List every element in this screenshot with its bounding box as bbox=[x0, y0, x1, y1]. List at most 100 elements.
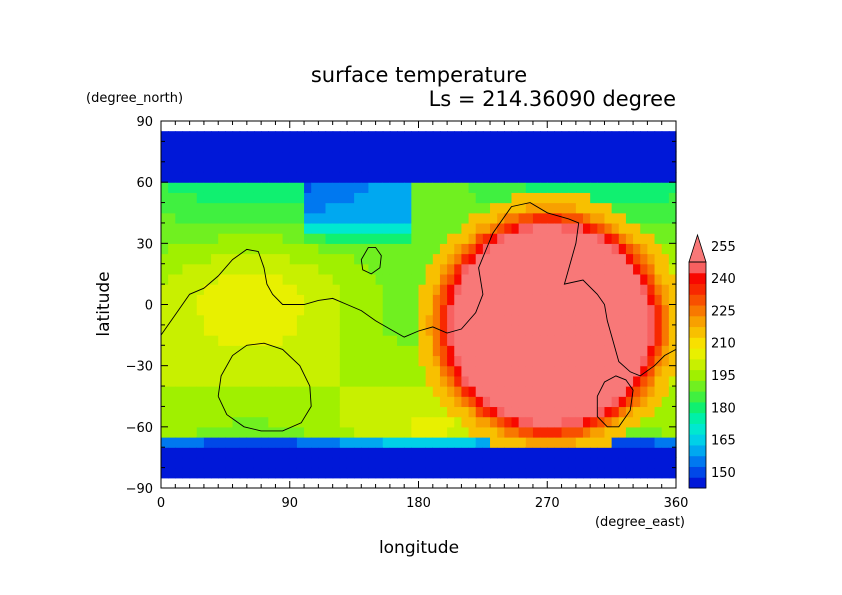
field-cell bbox=[404, 243, 412, 255]
field-cell bbox=[189, 304, 198, 316]
field-cell bbox=[318, 222, 327, 234]
field-cell bbox=[389, 141, 398, 153]
field-cell bbox=[625, 457, 634, 469]
field-cell bbox=[382, 212, 391, 224]
field-cell bbox=[504, 212, 513, 224]
field-cell bbox=[583, 406, 591, 418]
field-cell bbox=[275, 416, 284, 428]
field-cell bbox=[232, 192, 241, 204]
field-cell bbox=[618, 233, 627, 244]
field-cell bbox=[547, 263, 555, 275]
field-cell bbox=[211, 345, 219, 357]
field-cell bbox=[404, 365, 412, 377]
field-cell bbox=[447, 324, 455, 336]
field-cell bbox=[382, 416, 391, 428]
field-cell bbox=[218, 335, 226, 346]
field-cell bbox=[411, 182, 420, 193]
field-cell bbox=[268, 304, 277, 316]
field-cell bbox=[475, 243, 484, 255]
field-cell bbox=[368, 467, 377, 479]
field-cell bbox=[540, 182, 548, 193]
field-cell bbox=[361, 171, 370, 183]
field-cell bbox=[425, 386, 434, 397]
field-cell bbox=[668, 253, 677, 265]
field-cell bbox=[239, 141, 248, 153]
field-cell bbox=[296, 467, 305, 479]
field-cell bbox=[389, 182, 398, 193]
field-cell bbox=[232, 426, 241, 438]
field-cell bbox=[296, 426, 305, 438]
field-cell bbox=[196, 263, 205, 275]
field-cell bbox=[161, 467, 169, 479]
field-cell bbox=[296, 294, 305, 306]
field-cell bbox=[625, 375, 634, 387]
field-cell bbox=[633, 171, 641, 183]
field-cell bbox=[561, 457, 570, 469]
field-cell bbox=[511, 416, 520, 428]
field-cell bbox=[296, 345, 305, 357]
field-cell bbox=[554, 161, 563, 173]
field-cell bbox=[404, 263, 412, 275]
field-cell bbox=[211, 233, 219, 244]
field-cell bbox=[261, 151, 269, 163]
field-cell bbox=[411, 467, 420, 479]
field-cell bbox=[218, 294, 226, 306]
field-cell bbox=[175, 141, 184, 153]
field-cell bbox=[168, 467, 176, 479]
field-cell bbox=[275, 375, 284, 387]
field-cell bbox=[518, 335, 527, 346]
field-cell bbox=[218, 233, 226, 244]
field-cell bbox=[182, 273, 191, 285]
field-cell bbox=[346, 263, 355, 275]
field-cell bbox=[547, 233, 555, 244]
field-cell bbox=[203, 294, 212, 306]
colorbar-segment bbox=[689, 326, 706, 338]
field-cell bbox=[625, 386, 634, 397]
field-cell bbox=[511, 467, 520, 479]
field-cell bbox=[397, 273, 405, 285]
field-cell bbox=[318, 141, 327, 153]
field-cell bbox=[339, 171, 348, 183]
field-cell bbox=[625, 263, 634, 275]
colorbar-segment bbox=[689, 477, 706, 489]
field-cell bbox=[382, 202, 391, 214]
field-cell bbox=[411, 161, 420, 173]
field-cell bbox=[332, 406, 341, 418]
y-tick-label: 0 bbox=[145, 299, 153, 314]
field-cell bbox=[332, 141, 341, 153]
field-cell bbox=[611, 273, 620, 285]
field-cell bbox=[461, 233, 470, 244]
field-cell bbox=[504, 396, 513, 408]
field-cell bbox=[289, 212, 298, 224]
field-cell bbox=[339, 437, 348, 448]
field-cell bbox=[168, 304, 176, 316]
field-cell bbox=[382, 396, 391, 408]
field-cell bbox=[604, 437, 613, 448]
field-cell bbox=[325, 457, 334, 469]
field-cell bbox=[482, 365, 491, 377]
field-cell bbox=[504, 355, 513, 367]
field-cell bbox=[661, 396, 670, 408]
field-cell bbox=[597, 141, 606, 153]
field-cell bbox=[361, 233, 370, 244]
field-cell bbox=[647, 447, 656, 459]
field-cell bbox=[196, 447, 205, 459]
field-cell bbox=[232, 314, 241, 326]
field-cell bbox=[304, 171, 312, 183]
field-cell bbox=[575, 457, 584, 469]
field-cell bbox=[583, 416, 591, 428]
field-cell bbox=[597, 212, 606, 224]
field-cell bbox=[482, 284, 491, 295]
field-cell bbox=[611, 324, 620, 336]
field-cell bbox=[325, 447, 334, 459]
field-cell bbox=[189, 151, 198, 163]
field-cell bbox=[454, 192, 463, 204]
field-cell bbox=[239, 131, 248, 142]
field-cell bbox=[432, 263, 441, 275]
field-cell bbox=[239, 202, 248, 214]
field-cell bbox=[311, 171, 319, 183]
field-cell bbox=[346, 396, 355, 408]
field-cell bbox=[218, 345, 226, 357]
field-cell bbox=[482, 294, 491, 306]
field-cell bbox=[404, 386, 412, 397]
